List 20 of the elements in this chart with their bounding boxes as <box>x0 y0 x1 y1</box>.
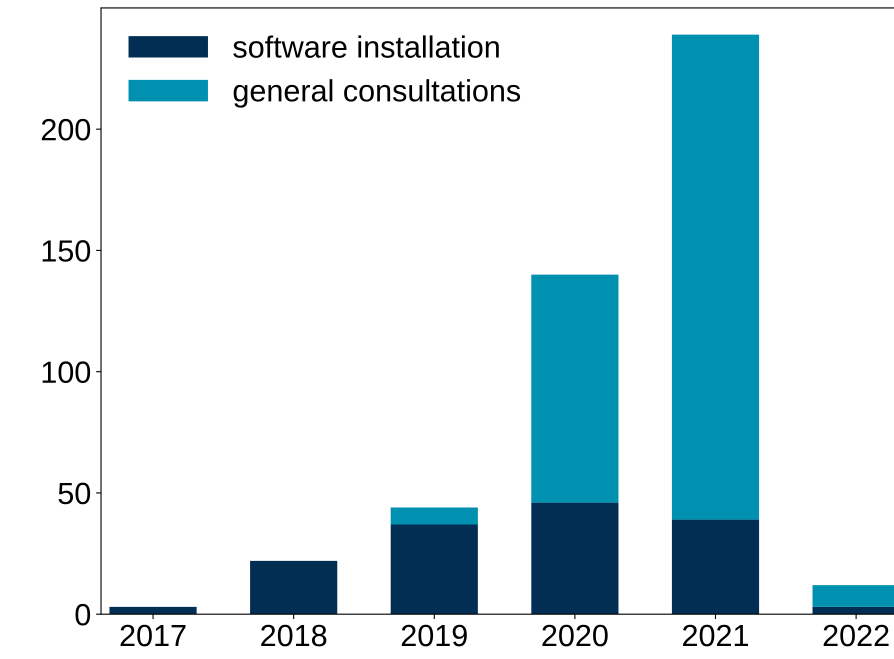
x-tick-label: 2021 <box>683 624 748 646</box>
bar <box>531 502 618 614</box>
x-tick-label: 2018 <box>261 624 326 646</box>
y-tick-label: 100 <box>42 361 90 384</box>
bar <box>531 274 618 503</box>
x-tick-label: 2022 <box>824 624 889 646</box>
x-tick-label: 2020 <box>542 624 608 646</box>
y-tick-label: 200 <box>42 118 90 141</box>
y-tick-label: 50 <box>58 482 90 504</box>
bar <box>672 520 760 614</box>
bar <box>672 34 760 520</box>
x-tick-label: 2017 <box>120 624 186 646</box>
y-tick-label: 150 <box>42 240 90 262</box>
bar <box>250 560 338 614</box>
bar <box>390 507 478 524</box>
y-tick-label: 0 <box>76 604 90 626</box>
bar <box>390 524 478 614</box>
x-tick-label: 2019 <box>402 624 467 646</box>
legend-label: software installation <box>233 35 499 58</box>
legend-label: general consultations <box>234 79 520 108</box>
